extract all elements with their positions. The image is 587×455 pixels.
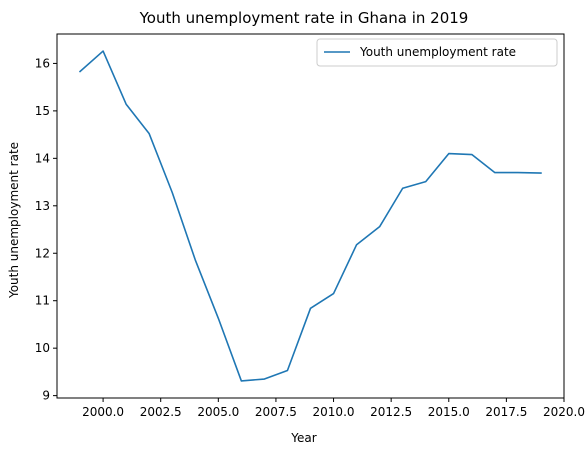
x-axis-label: Year (290, 431, 316, 445)
data-point-2006 (240, 380, 242, 382)
data-point-2013 (401, 187, 403, 189)
data-point-2012 (378, 225, 380, 227)
x-tick-label: 2010.0 (313, 405, 355, 419)
y-tick-label: 11 (35, 294, 50, 308)
data-point-2000 (102, 50, 104, 52)
y-tick-label: 10 (35, 341, 50, 355)
y-tick-label: 12 (35, 246, 50, 260)
data-point-2016 (471, 153, 473, 155)
data-point-2017 (494, 171, 496, 173)
data-point-2015 (448, 152, 450, 154)
y-tick-label: 9 (42, 389, 50, 403)
data-point-2011 (355, 244, 357, 246)
y-tick-label: 14 (35, 151, 50, 165)
data-point-2002 (148, 132, 150, 134)
data-point-2018 (517, 171, 519, 173)
legend-label: Youth unemployment rate (359, 45, 516, 59)
y-axis-label: Youth unemployment rate (7, 142, 21, 299)
x-tick-label: 2020.0 (543, 405, 585, 419)
data-point-2003 (171, 191, 173, 193)
series-line-0 (78, 50, 542, 382)
data-point-2005 (217, 317, 219, 319)
x-tick-label: 2007.5 (255, 405, 297, 419)
x-tick-label: 2005.0 (197, 405, 239, 419)
data-point-2001 (125, 103, 127, 105)
data-point-2007 (263, 378, 265, 380)
data-point-2014 (425, 180, 427, 182)
data-point-1999 (79, 70, 81, 72)
x-tick-label: 2012.5 (370, 405, 412, 419)
data-point-2019 (540, 172, 542, 174)
y-tick-label: 16 (35, 56, 50, 70)
x-tick-label: 2015.0 (428, 405, 470, 419)
x-tick-label: 2017.5 (485, 405, 527, 419)
y-tick-label: 13 (35, 199, 50, 213)
y-tick-label: 15 (35, 104, 50, 118)
data-point-2010 (332, 292, 334, 294)
plot-area: 2000.0 2002.5 2005.0 2007.5 2010.0 2012.5 2015… (35, 33, 585, 419)
x-tick-label: 2000.0 (82, 405, 124, 419)
legend: Youth unemployment rate (316, 38, 558, 67)
axes-frame (56, 33, 565, 399)
x-tick-label: 2002.5 (140, 405, 182, 419)
chart-title: Youth unemployment rate in Ghana in 2019 (139, 9, 469, 27)
legend-box (316, 38, 558, 67)
data-point-2004 (194, 259, 196, 261)
data-point-2009 (309, 307, 311, 309)
data-point-2008 (286, 369, 288, 371)
